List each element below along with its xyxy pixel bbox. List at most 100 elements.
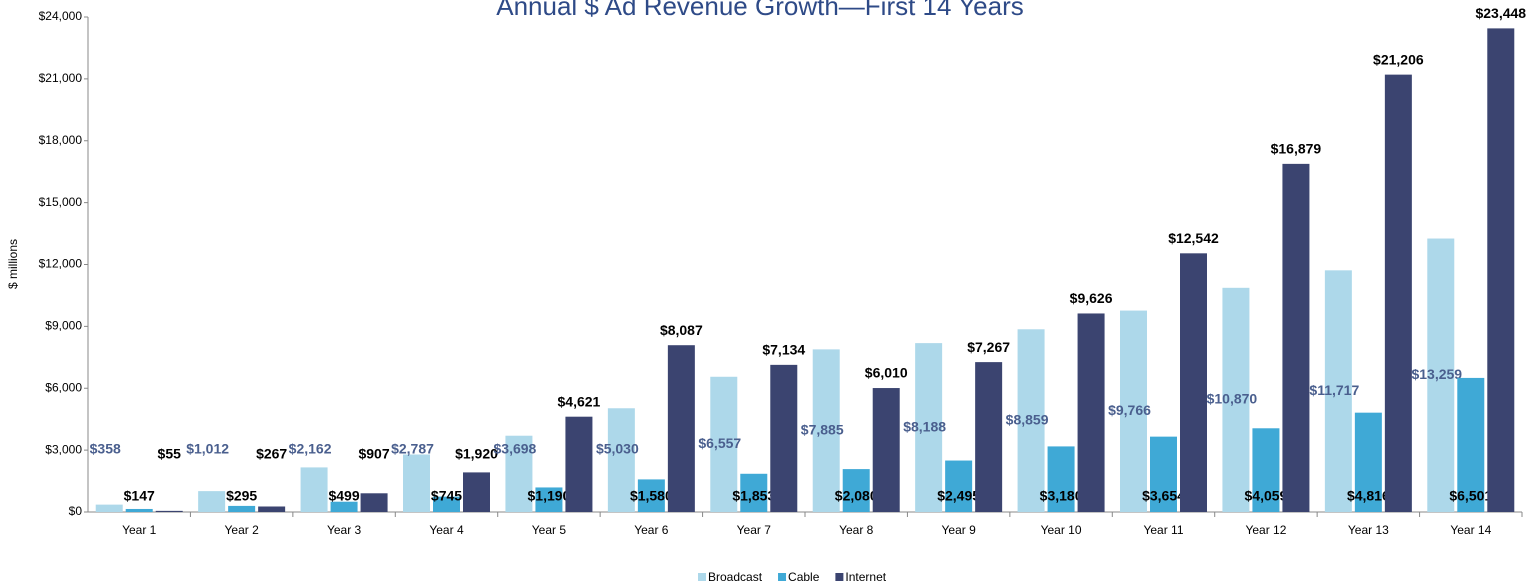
data-label: $1,853 [732,488,775,504]
data-label: $745 [431,488,462,504]
data-label: $7,134 [762,342,805,358]
data-label: $1,580 [630,488,673,504]
bar [740,473,768,512]
data-label: $21,206 [1373,51,1424,67]
data-label: $55 [158,446,182,462]
bar [1047,446,1075,512]
bar [667,345,695,512]
y-tick-label: $0 [69,504,83,518]
x-tick-label: Year 3 [327,523,362,537]
x-tick-label: Year 4 [429,523,464,537]
x-tick-label: Year 14 [1450,523,1491,537]
bar [975,362,1003,512]
x-tick-label: Year 6 [634,523,669,537]
y-tick-label: $21,000 [39,71,83,85]
bar [842,469,870,512]
y-tick-label: $3,000 [45,442,82,456]
bar [125,508,153,512]
legend-label: Internet [845,570,886,584]
bar [872,388,900,512]
data-label: $8,859 [1006,411,1049,427]
x-tick-label: Year 2 [225,523,260,537]
data-label: $3,698 [494,441,537,457]
bar [1077,313,1105,512]
y-tick-label: $15,000 [39,195,83,209]
legend-label: Broadcast [708,570,763,584]
bar [505,435,533,512]
data-label: $13,259 [1411,366,1462,382]
bar [300,467,328,512]
bar [565,416,593,512]
x-tick-label: Year 7 [737,523,772,537]
legend-swatch [778,573,787,581]
bar [463,472,490,512]
data-label: $4,816 [1347,488,1390,504]
data-label: $8,087 [660,322,703,338]
data-label: $267 [256,446,287,462]
data-label: $6,501 [1449,488,1492,504]
data-label: $1,920 [455,446,498,462]
data-label: $2,495 [937,488,980,504]
y-tick-label: $18,000 [39,133,83,147]
data-label: $4,621 [558,393,601,409]
legend-swatch [698,573,706,581]
bar [198,491,226,512]
data-label: $6,010 [865,365,908,381]
bar [812,349,840,512]
bar [1017,329,1045,512]
data-label: $4,059 [1245,488,1288,504]
data-label: $499 [328,488,359,504]
bar [1222,287,1250,512]
bar [1180,253,1207,513]
data-label: $16,879 [1271,141,1322,157]
data-label: $1,012 [186,441,229,457]
data-label: $3,654 [1142,488,1185,504]
y-axis-label: $ millions [6,239,20,289]
x-tick-label: Year 12 [1245,523,1286,537]
data-label: $907 [358,446,389,462]
bar [433,496,460,512]
data-label: $9,766 [1108,402,1151,418]
bar [607,408,635,512]
data-label: $9,626 [1070,290,1113,306]
bar [258,506,286,512]
x-tick-label: Year 10 [1041,523,1082,537]
bar [330,501,358,512]
bar [1384,74,1412,512]
data-label: $10,870 [1207,391,1258,407]
bar [155,510,183,512]
bar [535,487,563,512]
chart-title: Annual $ Ad Revenue Growth—First 14 Year… [496,0,1024,21]
bar [945,460,973,512]
bar [1324,270,1352,512]
y-tick-label: $12,000 [39,257,83,271]
data-label: $295 [226,488,257,504]
bar [915,343,943,512]
data-label: $11,717 [1309,382,1359,398]
data-label: $7,885 [801,421,844,437]
x-tick-label: Year 5 [532,523,567,537]
bar [1457,377,1485,512]
bar [228,505,256,512]
bar [1252,428,1280,512]
data-label: $6,557 [698,435,741,451]
bar [403,454,430,512]
x-tick-label: Year 11 [1143,523,1183,537]
y-tick-label: $9,000 [45,319,82,333]
bar [1354,412,1382,512]
data-label: $7,267 [967,339,1010,355]
x-tick-label: Year 13 [1348,523,1389,537]
data-label: $2,787 [391,441,434,457]
y-tick-label: $24,000 [39,9,83,23]
data-label: $5,030 [596,441,639,457]
legend-swatch [835,573,844,581]
data-label: $1,190 [528,488,571,504]
data-label: $2,080 [835,488,878,504]
y-tick-label: $6,000 [45,380,82,394]
bar [1150,436,1177,512]
bar [1282,163,1310,513]
bar [710,376,738,512]
data-label: $8,188 [903,418,946,434]
data-label: $23,448 [1475,5,1526,21]
